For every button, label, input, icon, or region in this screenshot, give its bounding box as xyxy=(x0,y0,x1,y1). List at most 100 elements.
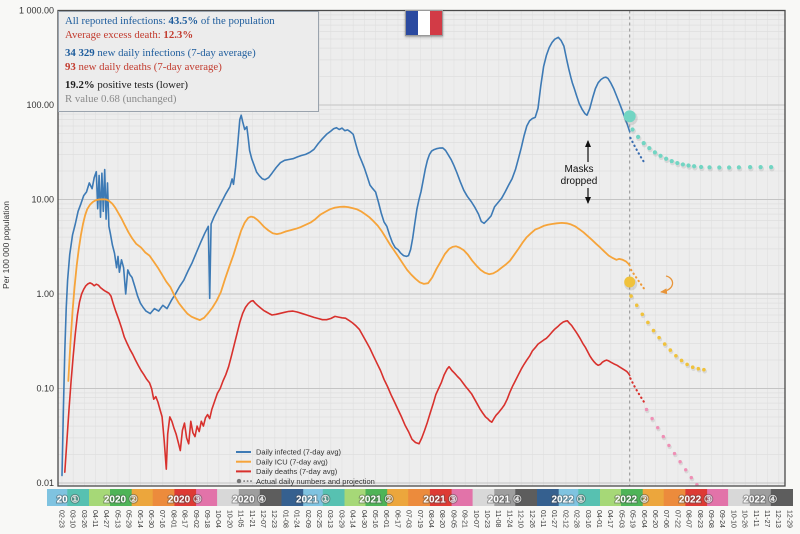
daily-icu-7day-avg-line xyxy=(67,198,631,382)
x-axis: 02-23 03-10 03-26 04-11 04-27 05-13 05-29 06-14… xyxy=(57,510,792,528)
y-tick-label: 1 000.00 xyxy=(19,6,54,16)
x-tick-label: 12-13 xyxy=(774,510,781,528)
x-tick-label: 04-17 xyxy=(606,510,613,528)
x-tick-label: 09-08 xyxy=(707,510,714,528)
legend-item: Daily infected (7-day avg) xyxy=(236,448,342,457)
icu-avg-projection xyxy=(630,268,647,292)
stat-new-daily-deaths: 93 new daily deaths (7-day average) xyxy=(65,61,222,74)
x-tick-label: 12-26 xyxy=(528,510,535,528)
series-lines xyxy=(61,36,631,477)
month-segment xyxy=(472,489,495,506)
x-tick-label: 08-20 xyxy=(438,510,445,528)
month-segment xyxy=(408,489,431,506)
x-tick-label: 12-23 xyxy=(270,510,277,528)
x-tick-label: 06-01 xyxy=(382,510,389,528)
icu-projection-curl-arrow-icon xyxy=(660,275,674,295)
legend-item: Daily deaths (7-day avg) xyxy=(236,467,338,476)
month-segment xyxy=(558,489,579,506)
month-segment xyxy=(578,489,601,506)
quarter-badge: 2021 ③ xyxy=(423,495,457,506)
x-tick-label: 11-27 xyxy=(763,510,770,527)
month-segment xyxy=(131,489,154,506)
legend-item: Daily ICU (7-day avg) xyxy=(236,457,328,466)
flag-blue-band xyxy=(406,11,418,35)
month-segment xyxy=(642,489,665,506)
month-segment xyxy=(238,489,261,506)
legend-label: Daily ICU (7-day avg) xyxy=(256,457,328,466)
month-segment xyxy=(707,489,729,506)
month-segment xyxy=(515,489,538,506)
icu-actual-projection xyxy=(629,294,707,374)
masks-dropped-label-1: Masks xyxy=(565,164,594,175)
x-tick-label: 06-14 xyxy=(136,510,143,528)
deaths-avg-projection xyxy=(629,377,646,404)
x-tick-label: 05-03 xyxy=(617,510,624,528)
x-tick-label: 06-30 xyxy=(147,510,154,528)
x-tick-label: 07-16 xyxy=(158,510,165,528)
x-tick-label: 05-19 xyxy=(629,510,636,528)
x-tick-label: 01-08 xyxy=(281,510,288,528)
x-tick-label: 02-23 xyxy=(57,510,64,528)
x-tick-label: 11-05 xyxy=(237,510,244,527)
x-tick-label: 01-27 xyxy=(550,510,557,528)
x-tick-label: 07-22 xyxy=(673,510,680,528)
y-tick-label: 1.00 xyxy=(36,289,54,299)
y-axis-title: Per 100 000 population xyxy=(1,201,11,289)
month-segment xyxy=(344,489,366,506)
x-tick-label: 02-09 xyxy=(304,510,311,528)
quarter-badge: 2020 ③ xyxy=(168,495,202,506)
legend-label: Daily deaths (7-day avg) xyxy=(256,467,338,476)
month-segment xyxy=(152,489,175,506)
month-segment xyxy=(281,489,304,506)
flag-red-band xyxy=(430,11,442,35)
x-tick-label: 02-28 xyxy=(573,510,580,528)
x-tick-label: 01-24 xyxy=(293,510,300,528)
month-segment xyxy=(494,489,516,506)
quarter-badge: 2022 ① xyxy=(552,495,586,506)
month-segment xyxy=(429,489,453,506)
icu-actual-point xyxy=(624,276,636,288)
y-tick-label: 10.00 xyxy=(31,195,54,205)
month-segment xyxy=(537,489,560,506)
x-tick-label: 09-24 xyxy=(718,510,725,528)
month-segment xyxy=(685,489,708,506)
info-box: All reported infections: 43.5% of the po… xyxy=(58,11,319,113)
x-tick-label: 03-16 xyxy=(584,510,591,528)
x-tick-label: 03-29 xyxy=(337,510,344,528)
legend-label: Daily infected (7-day avg) xyxy=(256,448,342,457)
x-tick-label: 07-19 xyxy=(416,510,423,528)
x-tick-label: 08-01 xyxy=(169,510,176,528)
daily-deaths-7day-avg-line xyxy=(64,282,631,474)
legend: Daily infected (7-day avg)Daily ICU (7-d… xyxy=(236,448,375,486)
x-tick-label: 03-10 xyxy=(69,510,76,528)
x-tick-label: 10-10 xyxy=(729,510,736,528)
quarter-badge: 2022 ④ xyxy=(743,495,777,506)
x-tick-label: 08-23 xyxy=(696,510,703,528)
masks-dropped-label-2: dropped xyxy=(561,176,598,187)
x-tick-label: 08-17 xyxy=(181,510,188,528)
x-tick-label: 12-10 xyxy=(517,510,524,528)
x-tick-label: 11-24 xyxy=(505,510,512,527)
x-tick-label: 04-11 xyxy=(91,510,98,527)
x-tick-label: 10-26 xyxy=(741,510,748,528)
x-tick-label: 06-04 xyxy=(640,510,647,528)
x-tick-label: 12-07 xyxy=(259,510,266,528)
x-tick-label: 05-13 xyxy=(113,510,120,528)
stat-excess-death: Average excess death: 12.3% xyxy=(65,29,194,42)
legend-item: Actual daily numbers and projection xyxy=(236,477,375,486)
x-tick-label: 03-13 xyxy=(326,510,333,528)
x-tick-label: 10-23 xyxy=(483,510,490,528)
x-tick-label: 01-11 xyxy=(539,510,546,527)
quarter-badge: 2020 ④ xyxy=(232,495,266,506)
x-tick-label: 10-04 xyxy=(214,510,221,528)
month-segment xyxy=(67,489,90,506)
legend-label: Actual daily numbers and projection xyxy=(256,477,375,486)
x-tick-label: 04-27 xyxy=(102,510,109,528)
legend-dot-swatch xyxy=(236,478,242,484)
x-tick-label: 10-07 xyxy=(472,510,479,528)
x-tick-label: 04-30 xyxy=(360,510,367,528)
month-segment xyxy=(217,489,240,506)
quarter-badge: 2020 ② xyxy=(104,495,138,506)
